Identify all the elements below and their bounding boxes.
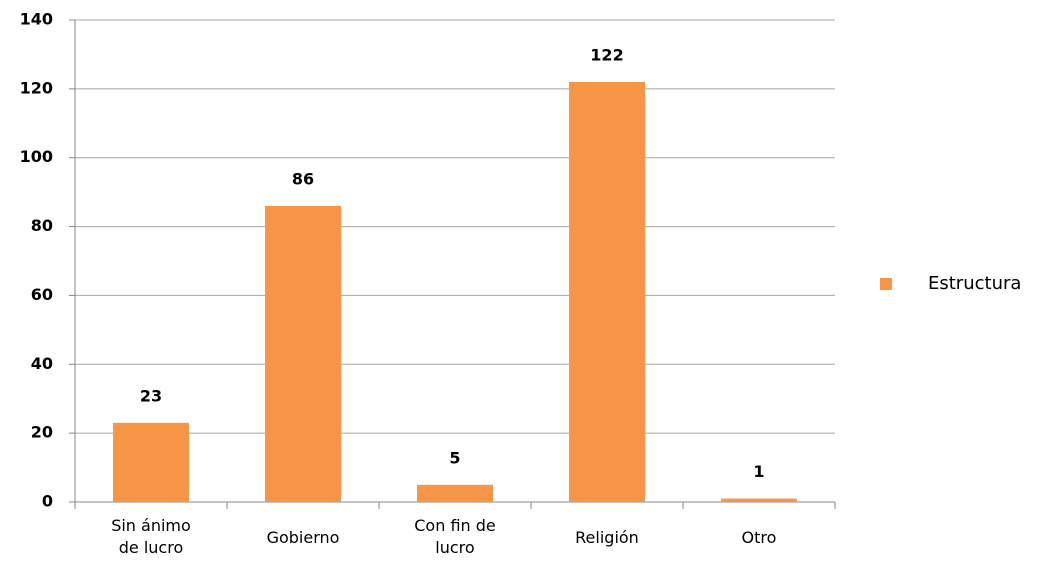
data-label: 1 (753, 462, 764, 481)
bar (721, 498, 797, 502)
data-label: 86 (292, 169, 314, 188)
x-tick-label: Sin ánimo de lucro (111, 516, 191, 557)
y-tick-label: 0 (42, 492, 53, 511)
y-tick-label: 60 (31, 285, 53, 304)
legend-label: Estructura (928, 273, 1021, 294)
legend-swatch (880, 278, 892, 290)
data-label: 23 (140, 386, 162, 405)
y-tick-label: 20 (31, 423, 53, 442)
data-label: 5 (449, 448, 460, 467)
bar (265, 205, 341, 502)
y-tick-label: 100 (20, 147, 53, 166)
x-tick-label: Otro (741, 528, 777, 547)
x-tick-label: Religión (575, 528, 639, 547)
bar (569, 81, 645, 502)
data-label: 122 (590, 45, 623, 64)
y-tick-label: 140 (20, 10, 53, 29)
x-tick-label: Gobierno (266, 528, 340, 547)
y-tick-label: 40 (31, 354, 53, 373)
y-tick-label: 120 (20, 78, 53, 97)
x-tick-label: Con fin de lucro (414, 516, 496, 557)
bar (417, 484, 493, 502)
y-tick-label: 80 (31, 216, 53, 235)
bar (113, 422, 189, 502)
